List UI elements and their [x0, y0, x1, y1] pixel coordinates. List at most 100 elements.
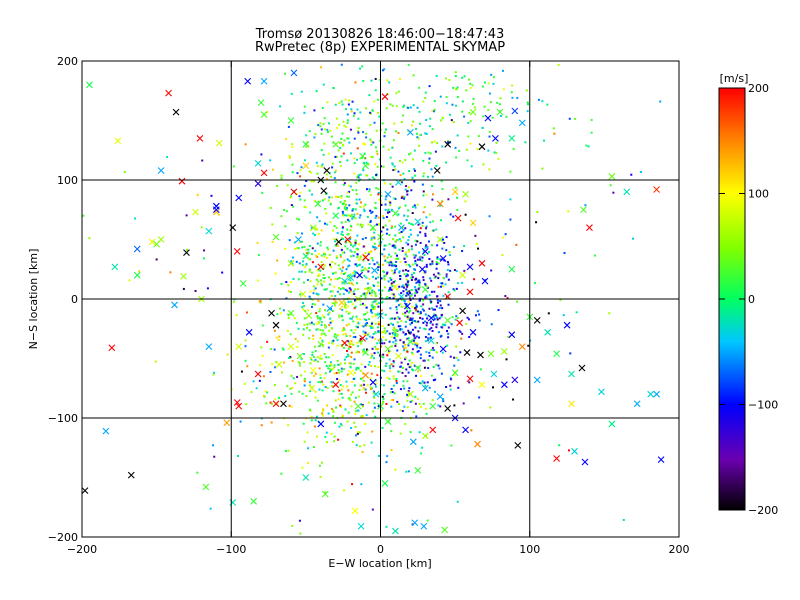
- data-point-dot: [346, 289, 349, 292]
- data-point-dot: [451, 103, 454, 106]
- data-point-dot: [287, 313, 290, 316]
- data-point-dot: [322, 153, 325, 156]
- data-point-dot: [365, 324, 368, 327]
- data-point-dot: [416, 240, 419, 243]
- data-point-dot: [380, 339, 383, 342]
- data-point-x: [302, 474, 310, 481]
- data-point-dot: [349, 290, 352, 293]
- data-point-dot: [324, 128, 327, 131]
- data-point-dot: [354, 240, 357, 243]
- data-point-x: [108, 344, 116, 352]
- data-point-dot: [354, 425, 357, 428]
- data-point-dot: [309, 290, 312, 293]
- data-point-dot: [328, 324, 331, 327]
- data-point-x: [487, 350, 495, 358]
- data-point-dot: [381, 69, 384, 72]
- data-point-dot: [343, 214, 346, 217]
- data-point-dot: [469, 120, 472, 123]
- data-point-dot: [323, 352, 326, 355]
- data-point-dot: [333, 335, 336, 338]
- data-point-dot: [462, 402, 465, 405]
- data-point-dot: [419, 241, 422, 244]
- data-point-dot: [289, 356, 292, 359]
- data-point-dot: [411, 176, 414, 179]
- data-point-dot: [416, 264, 419, 267]
- data-point-dot: [381, 426, 384, 429]
- data-point-dot: [393, 333, 396, 336]
- data-point-dot: [381, 300, 384, 303]
- data-point-dot: [466, 316, 469, 319]
- data-point-x: [223, 419, 231, 427]
- data-point-dot: [431, 193, 434, 196]
- data-point-dot: [357, 395, 360, 398]
- data-point-dot: [356, 288, 359, 291]
- data-point-dot: [426, 381, 429, 384]
- data-point-dot: [320, 132, 323, 135]
- data-point-dot: [364, 251, 367, 254]
- data-point-dot: [453, 289, 456, 292]
- data-point-x: [568, 400, 575, 408]
- data-point-dot: [358, 351, 361, 354]
- data-point-dot: [382, 165, 385, 168]
- data-point-dot: [364, 267, 367, 270]
- data-point-dot: [343, 282, 346, 285]
- data-point-dot: [361, 377, 364, 380]
- data-point-dot: [414, 243, 417, 246]
- data-point-dot: [345, 380, 348, 383]
- data-point-dot: [316, 323, 319, 326]
- data-point-dot: [404, 423, 407, 426]
- data-point-dot: [363, 254, 366, 257]
- data-point-dot: [303, 377, 306, 380]
- data-point-dot: [314, 358, 317, 361]
- data-point-dot: [369, 220, 372, 223]
- data-point-dot: [352, 343, 355, 346]
- data-point-dot: [394, 225, 397, 228]
- data-point-dot: [337, 264, 340, 267]
- x-tick-label: 200: [669, 543, 690, 556]
- data-point-dot: [82, 214, 85, 217]
- data-point-dot: [493, 151, 496, 154]
- data-point-dot: [423, 253, 426, 256]
- data-point-dot: [407, 390, 410, 393]
- data-point-dot: [303, 105, 306, 108]
- data-point-dot: [308, 170, 311, 173]
- data-point-dot: [320, 165, 323, 168]
- data-point-dot: [341, 203, 344, 206]
- data-point-dot: [444, 283, 447, 286]
- data-point-dot: [364, 331, 367, 334]
- data-point-dot: [395, 306, 398, 309]
- data-point-dot: [320, 254, 323, 257]
- data-point-dot: [354, 396, 357, 399]
- data-point-dot: [354, 336, 357, 339]
- data-point-dot: [266, 391, 269, 394]
- data-point-dot: [361, 293, 364, 296]
- data-point-dot: [317, 381, 320, 384]
- data-point-dot: [377, 193, 380, 196]
- data-point-dot: [409, 365, 412, 368]
- data-point-dot: [384, 332, 387, 335]
- data-point-dot: [270, 348, 273, 351]
- data-point-dot: [417, 287, 420, 290]
- data-point-dot: [327, 152, 330, 155]
- data-point-dot: [435, 305, 438, 308]
- data-point-dot: [380, 202, 383, 205]
- data-point-dot: [340, 137, 343, 140]
- data-point-dot: [346, 373, 349, 376]
- data-point-dot: [394, 244, 397, 247]
- data-point-dot: [422, 359, 425, 362]
- data-point-dot: [388, 264, 391, 267]
- data-point-dot: [414, 285, 417, 288]
- data-point-dot: [390, 261, 393, 264]
- data-point-dot: [471, 84, 474, 87]
- data-point-dot: [377, 188, 380, 191]
- data-point-dot: [387, 351, 390, 354]
- data-point-dot: [370, 353, 373, 356]
- data-point-dot: [340, 221, 343, 224]
- data-point-dot: [360, 483, 363, 486]
- data-point-dot: [333, 285, 336, 288]
- data-point-dot: [399, 222, 402, 225]
- data-point-dot: [447, 332, 450, 335]
- data-point-dot: [392, 341, 395, 344]
- data-point-x: [372, 390, 380, 398]
- data-point-dot: [353, 112, 356, 115]
